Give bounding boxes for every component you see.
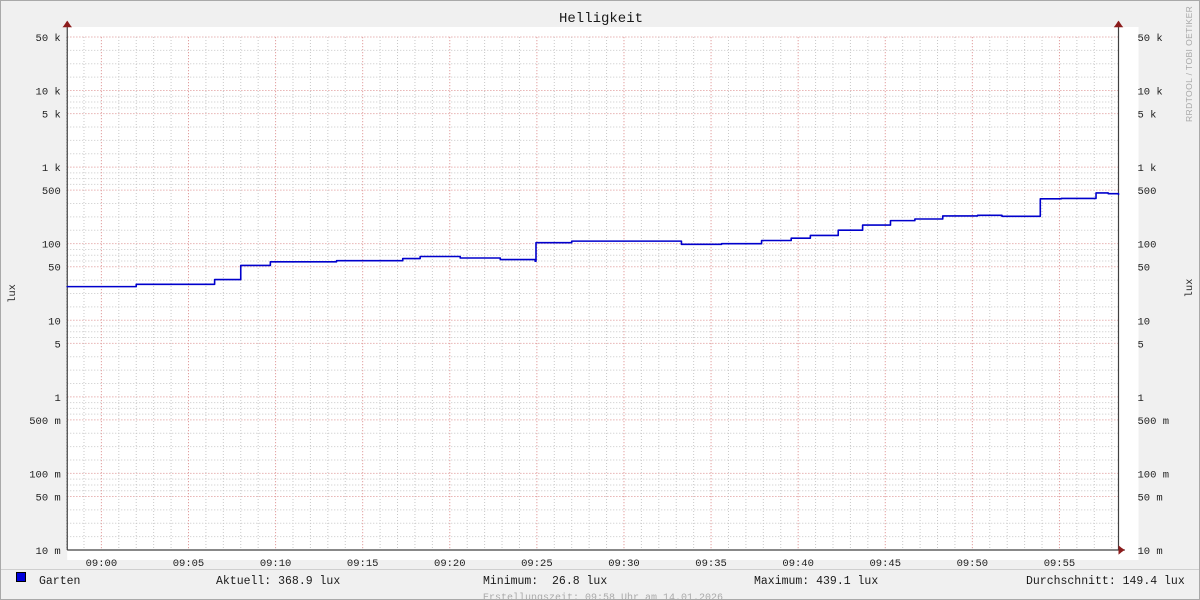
svg-text:lux: lux — [1184, 279, 1196, 298]
svg-text:100: 100 — [1138, 240, 1157, 252]
svg-text:RRDTOOL / TOBI OETIKER: RRDTOOL / TOBI OETIKER — [1184, 6, 1194, 122]
svg-text:1: 1 — [1138, 393, 1144, 405]
svg-text:Helligkeit: Helligkeit — [559, 11, 643, 27]
svg-text:10 k: 10 k — [36, 87, 61, 99]
svg-text:100: 100 — [42, 240, 61, 252]
svg-text:1: 1 — [54, 393, 60, 405]
svg-text:lux: lux — [7, 284, 19, 303]
svg-text:5 k: 5 k — [1138, 110, 1157, 122]
svg-text:1 k: 1 k — [42, 163, 61, 175]
svg-text:5: 5 — [1138, 339, 1144, 351]
svg-text:500: 500 — [42, 186, 61, 198]
svg-text:5 k: 5 k — [42, 110, 61, 122]
svg-text:50 k: 50 k — [36, 33, 61, 45]
svg-text:50 m: 50 m — [1138, 492, 1163, 504]
svg-text:10 m: 10 m — [36, 546, 61, 558]
svg-text:5: 5 — [54, 339, 60, 351]
svg-text:10 k: 10 k — [1138, 87, 1163, 99]
svg-text:500 m: 500 m — [1138, 416, 1170, 428]
svg-text:50: 50 — [1138, 263, 1151, 275]
svg-text:500 m: 500 m — [29, 416, 61, 428]
svg-text:10: 10 — [48, 316, 61, 328]
svg-text:10: 10 — [1138, 316, 1151, 328]
svg-text:500: 500 — [1138, 186, 1157, 198]
svg-text:50: 50 — [48, 263, 61, 275]
svg-text:1 k: 1 k — [1138, 163, 1157, 175]
svg-text:50 m: 50 m — [36, 492, 61, 504]
svg-text:100 m: 100 m — [1138, 469, 1170, 481]
svg-text:100 m: 100 m — [29, 469, 61, 481]
svg-text:50 k: 50 k — [1138, 33, 1163, 45]
svg-text:10 m: 10 m — [1138, 546, 1163, 558]
